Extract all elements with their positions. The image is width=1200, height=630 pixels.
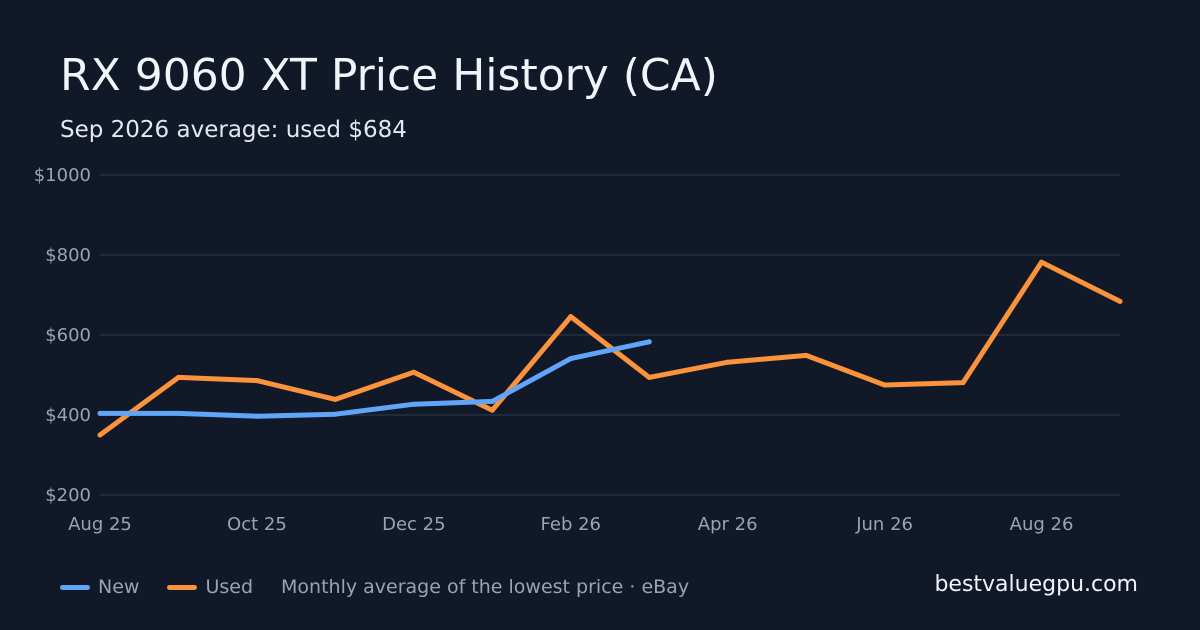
y-tick-label: $800 (45, 245, 91, 266)
legend-swatch-new (60, 584, 90, 590)
legend-item-used[interactable]: Used (167, 576, 253, 598)
data-point-used[interactable] (568, 314, 574, 320)
grid-lines (100, 174, 1120, 496)
legend-item-new[interactable]: New (60, 576, 139, 598)
data-point-used[interactable] (175, 374, 181, 380)
data-point-used[interactable] (1117, 298, 1123, 304)
legend-swatch-used (167, 584, 198, 590)
data-point-used[interactable] (1039, 259, 1045, 265)
data-point-new[interactable] (489, 398, 495, 404)
x-tick-label: Dec 25 (382, 514, 445, 535)
data-point-new[interactable] (646, 339, 652, 345)
data-point-new[interactable] (254, 413, 260, 419)
data-point-used[interactable] (411, 369, 417, 375)
x-axis-ticks: Aug 25 Oct 25 Dec 25 Feb 26 Apr 26 Jun 26 Aug … (68, 514, 1073, 535)
legend-label-used: Used (205, 576, 254, 598)
data-point-new[interactable] (568, 356, 574, 362)
x-tick-label: Feb 26 (541, 514, 602, 535)
data-point-used[interactable] (646, 374, 652, 380)
x-tick-label: Jun 26 (855, 514, 913, 535)
y-axis-ticks: $1000 $800 $600 $400 $200 (34, 165, 91, 506)
legend: New Used Monthly average of the lowest p… (60, 574, 689, 600)
brand-label[interactable]: bestvaluegpu.com (934, 572, 1138, 597)
data-point-used[interactable] (254, 378, 260, 384)
y-tick-label: $1000 (34, 165, 91, 186)
data-point-used[interactable] (97, 432, 103, 438)
data-point-used[interactable] (725, 359, 731, 365)
series-line-used[interactable] (97, 259, 1123, 438)
data-point-used[interactable] (489, 407, 495, 413)
legend-note: Monthly average of the lowest price · eB… (281, 576, 690, 598)
x-tick-label: Aug 25 (68, 514, 132, 535)
y-tick-label: $200 (45, 485, 91, 506)
data-point-used[interactable] (882, 382, 888, 388)
data-point-new[interactable] (97, 410, 103, 416)
data-point-used[interactable] (960, 380, 966, 386)
x-tick-label: Oct 25 (227, 514, 287, 535)
data-point-used[interactable] (803, 352, 809, 358)
data-point-new[interactable] (332, 411, 338, 417)
data-point-new[interactable] (411, 401, 417, 407)
data-point-new[interactable] (175, 410, 181, 416)
chart-title: RX 9060 XT Price History (CA) (60, 50, 718, 101)
data-point-used[interactable] (332, 396, 338, 402)
chart-subtitle: Sep 2026 average: used $684 (60, 117, 407, 143)
series-line-new[interactable] (97, 339, 652, 419)
y-tick-label: $600 (45, 325, 91, 346)
x-tick-label: Aug 26 (1010, 514, 1074, 535)
legend-label-new: New (98, 576, 140, 598)
x-tick-label: Apr 26 (698, 514, 758, 535)
series-lines (97, 259, 1123, 438)
y-tick-label: $400 (45, 405, 91, 426)
